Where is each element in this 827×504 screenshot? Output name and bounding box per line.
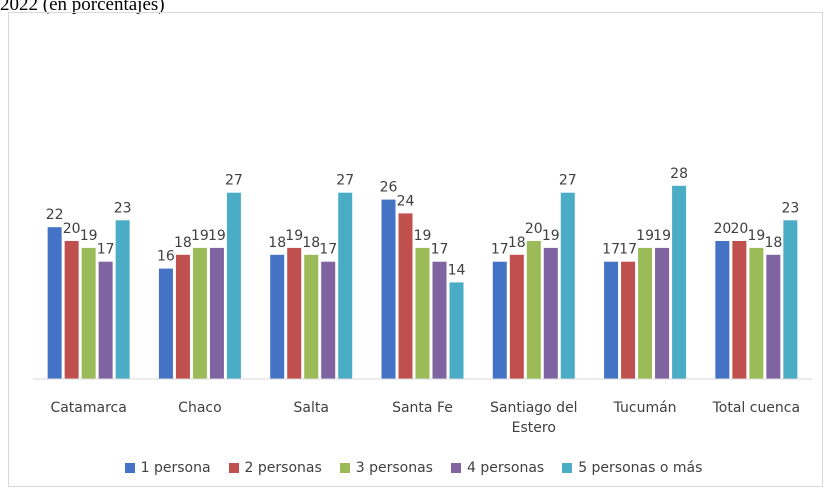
data-label: 18	[764, 235, 782, 251]
bar	[543, 247, 558, 379]
legend: 1 persona 2 personas 3 personas 4 personas 5…	[0, 460, 827, 476]
x-tick-label: Catamarca	[50, 400, 127, 416]
bar	[509, 254, 524, 379]
data-label: 17	[602, 242, 620, 258]
legend-item: 5 personas o más	[562, 460, 702, 476]
data-label: 19	[208, 228, 226, 244]
x-tick-label: Santiago del Estero	[489, 400, 578, 436]
data-label: 17	[319, 242, 337, 258]
x-tick-label: Santa Fe	[392, 400, 453, 416]
legend-label: 4 personas	[466, 460, 545, 476]
data-label: 26	[380, 180, 398, 196]
data-label: 19	[414, 228, 432, 244]
bar	[270, 254, 285, 379]
bar	[321, 261, 336, 379]
bar	[783, 220, 798, 379]
data-label: 24	[397, 193, 415, 209]
bar	[766, 254, 781, 379]
data-label: 17	[97, 242, 115, 258]
data-label: 18	[174, 235, 192, 251]
data-label: 18	[268, 235, 286, 251]
data-label: 18	[508, 235, 526, 251]
legend-swatch	[228, 463, 239, 473]
data-label: 19	[542, 228, 560, 244]
bar	[655, 247, 670, 379]
bar	[398, 213, 413, 379]
legend-label: 5 personas o más	[578, 460, 703, 476]
legend-item: 4 personas	[450, 460, 545, 476]
bar	[115, 220, 130, 379]
bar	[192, 247, 207, 379]
bar	[304, 254, 319, 379]
chart-title: 2022 (en porcentajes)	[0, 0, 165, 15]
data-label: 27	[336, 173, 354, 189]
data-label: 27	[225, 173, 243, 189]
data-label: 22	[46, 207, 64, 223]
bar	[98, 261, 113, 379]
bar	[560, 192, 575, 379]
bar	[621, 261, 636, 379]
legend-label: 3 personas	[355, 460, 433, 476]
x-tick-label: Tucumán	[613, 400, 677, 416]
data-label: 19	[191, 228, 209, 244]
bar	[381, 199, 396, 379]
bar	[732, 241, 747, 379]
data-label: 20	[525, 221, 543, 237]
legend-label: 2 personas	[244, 460, 322, 476]
data-label: 19	[747, 228, 765, 244]
bar	[209, 247, 224, 379]
data-label: 17	[491, 242, 509, 258]
x-tick-label: Salta	[293, 400, 329, 416]
data-label: 19	[636, 228, 654, 244]
data-label: 23	[781, 200, 799, 216]
bar	[226, 192, 241, 379]
data-label: 23	[114, 200, 132, 216]
data-label: 27	[559, 173, 577, 189]
data-label: 20	[63, 221, 81, 237]
data-label: 19	[653, 228, 671, 244]
bar	[64, 241, 79, 379]
bar	[415, 247, 430, 379]
bar	[432, 261, 447, 379]
data-label: 19	[80, 228, 98, 244]
data-label: 18	[302, 235, 320, 251]
legend-swatch	[339, 463, 350, 473]
bar	[604, 261, 619, 379]
bar	[526, 241, 541, 379]
legend-item: 1 persona	[124, 460, 211, 476]
bar	[492, 261, 507, 379]
data-label: 28	[670, 166, 688, 182]
bar	[638, 247, 653, 379]
data-label: 20	[713, 221, 731, 237]
chart-frame	[8, 12, 823, 487]
legend-swatch	[562, 463, 573, 473]
bar	[338, 192, 353, 379]
data-label: 14	[448, 262, 466, 278]
x-tick-label: Total cuenca	[712, 400, 801, 416]
legend-swatch	[124, 463, 135, 473]
bar	[672, 185, 687, 379]
x-tick-label: Chaco	[178, 400, 222, 416]
bar	[449, 282, 464, 379]
legend-item: 3 personas	[339, 460, 433, 476]
legend-label: 1 persona	[140, 460, 211, 476]
bar	[287, 247, 302, 379]
data-label: 19	[285, 228, 303, 244]
legend-swatch	[450, 463, 461, 473]
bar	[158, 268, 173, 379]
bar	[81, 247, 96, 379]
bar	[715, 241, 730, 379]
data-label: 20	[730, 221, 748, 237]
data-label: 17	[431, 242, 449, 258]
bar	[175, 254, 190, 379]
legend-item: 2 personas	[228, 460, 322, 476]
bar	[749, 247, 764, 379]
bar	[47, 227, 62, 379]
data-label: 16	[157, 249, 175, 265]
data-label: 17	[619, 242, 637, 258]
